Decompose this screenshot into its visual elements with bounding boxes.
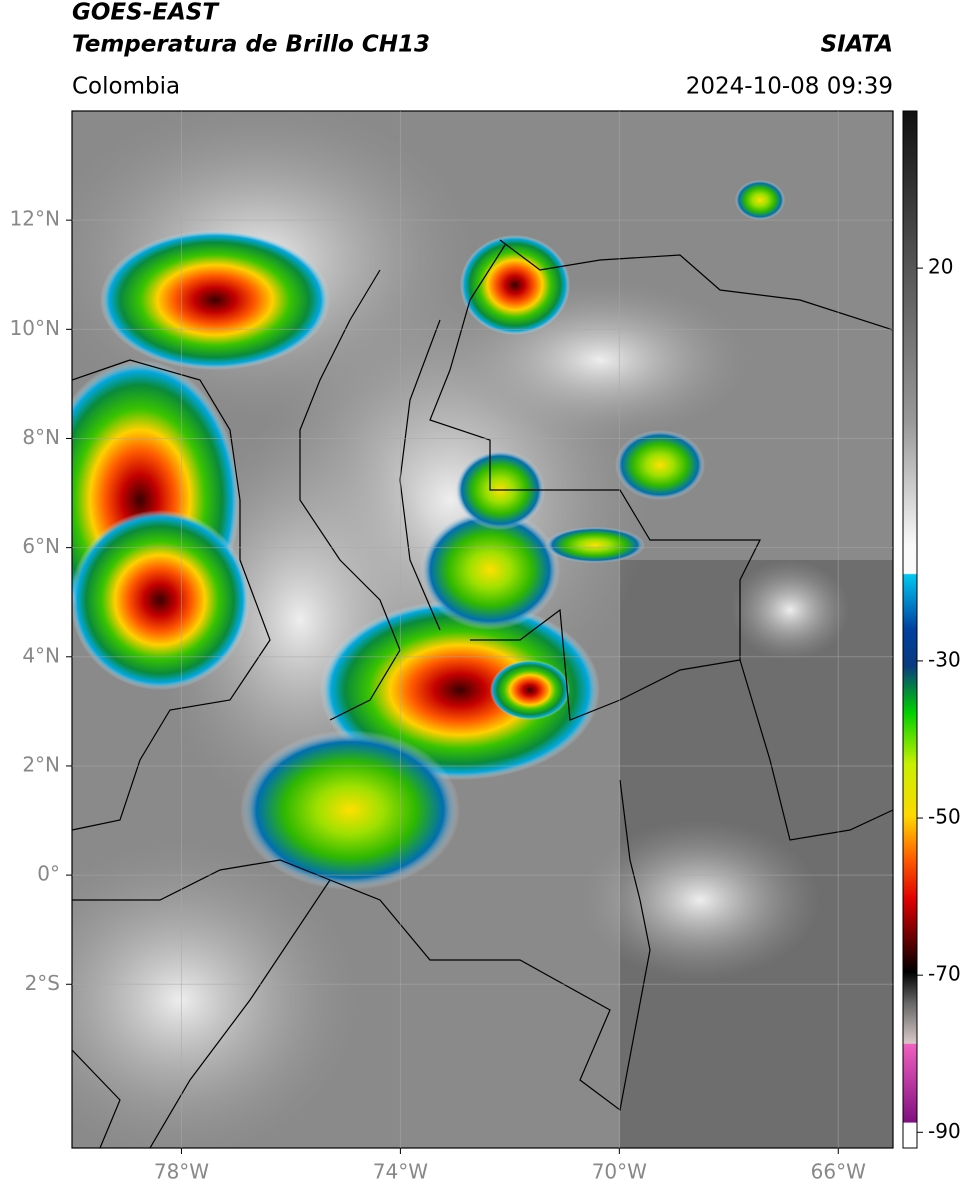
- y-tick-label: 12°N: [10, 207, 60, 231]
- source: SIATA: [821, 32, 893, 58]
- colorbar-tick-label: -70: [928, 962, 961, 986]
- y-tick-label: 10°N: [10, 316, 60, 340]
- colorbar-tick-label: -90: [928, 1119, 961, 1143]
- x-tick-label: 74°W: [373, 1160, 428, 1184]
- subtitle: Temperatura de Brillo CH13: [72, 32, 430, 58]
- x-tick-label: 78°W: [154, 1160, 209, 1184]
- y-tick-label: 6°N: [22, 534, 60, 558]
- y-tick-label: 2°S: [25, 971, 60, 995]
- title: GOES-EAST: [72, 0, 220, 26]
- x-tick-label: 66°W: [811, 1160, 866, 1184]
- x-tick-label: 70°W: [592, 1160, 647, 1184]
- region: Colombia: [72, 74, 180, 100]
- y-tick-label: 0°: [37, 862, 60, 886]
- satellite-image: [72, 111, 893, 1148]
- y-tick-label: 2°N: [22, 752, 60, 776]
- y-tick-label: 4°N: [22, 643, 60, 667]
- colorbar-tick-label: 20: [928, 255, 953, 279]
- datetime: 2024-10-08 09:39: [686, 74, 893, 100]
- map-frame: [71, 110, 894, 1149]
- borders: [72, 239, 893, 1148]
- colorbar-tick-label: -50: [928, 805, 961, 829]
- colorbar-tick-label: -30: [928, 647, 961, 671]
- colorbar: [902, 110, 918, 1149]
- y-tick-label: 8°N: [22, 425, 60, 449]
